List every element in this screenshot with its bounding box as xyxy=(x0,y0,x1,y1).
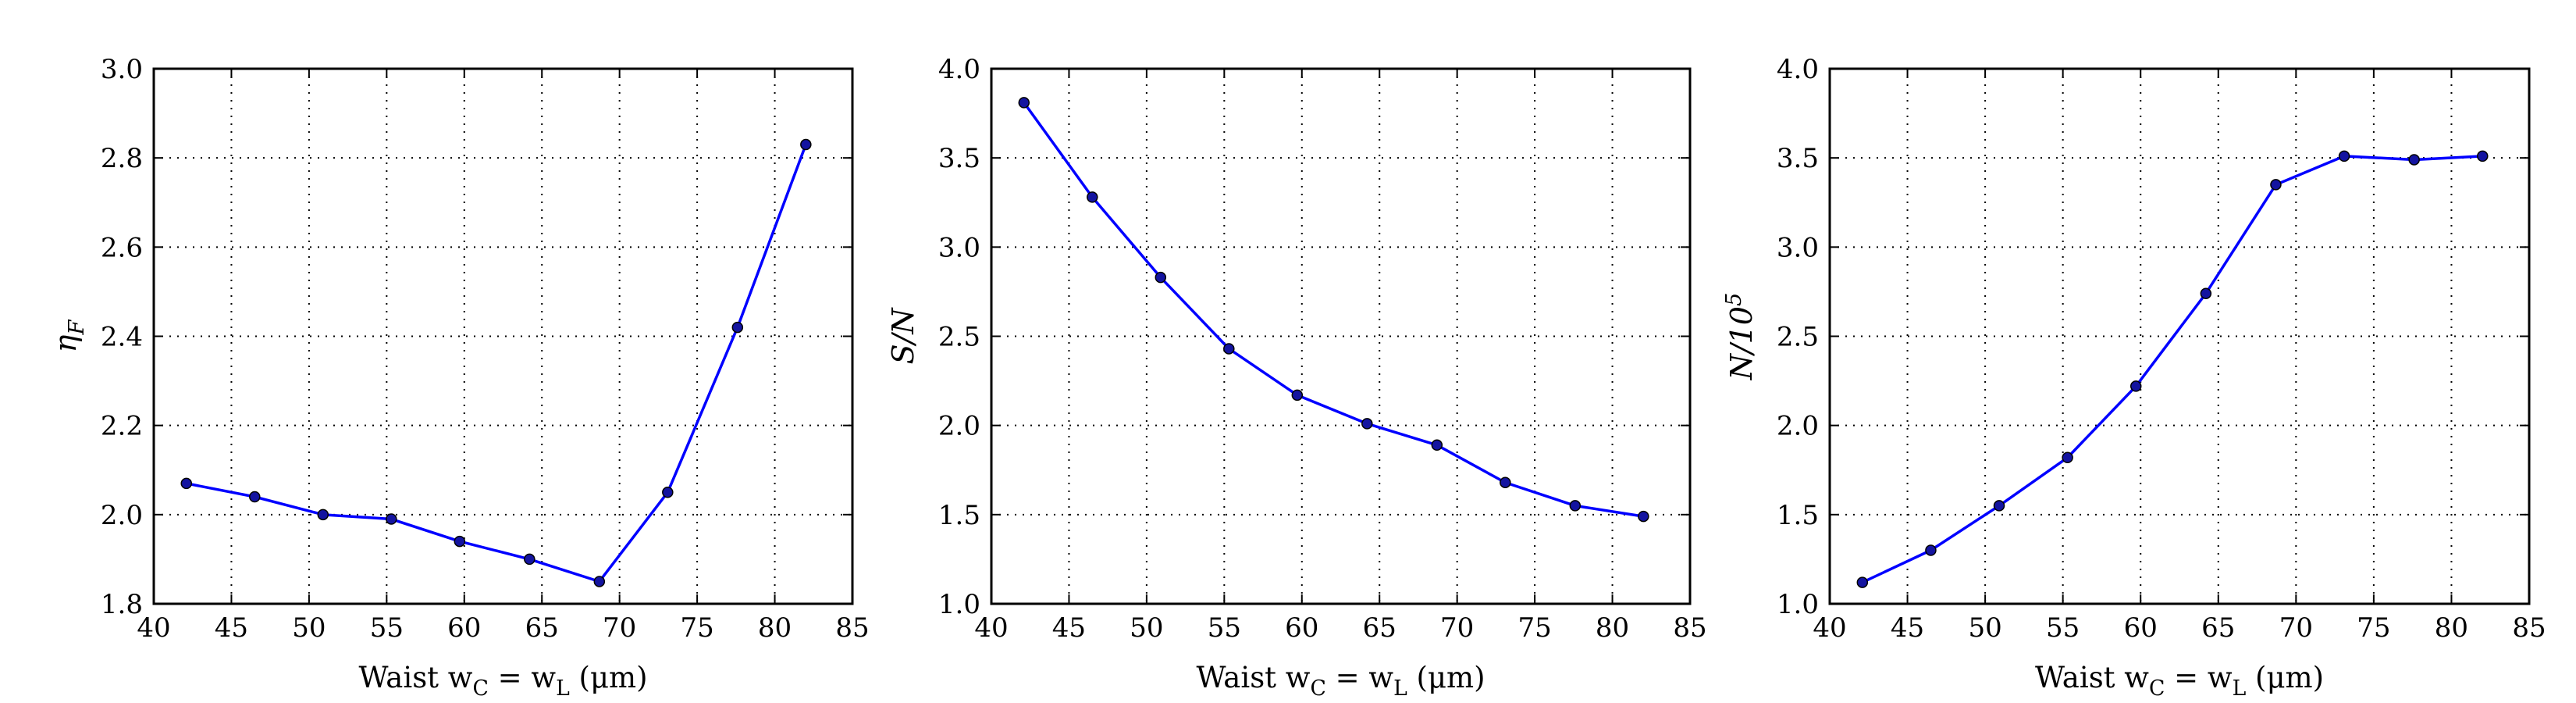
x-tick-label: 60 xyxy=(2124,612,2158,644)
x-tick-label: 40 xyxy=(137,612,170,644)
data-point xyxy=(249,491,261,503)
data-point xyxy=(593,576,606,587)
x-tick-label: 55 xyxy=(370,612,404,644)
data-point xyxy=(2408,154,2420,166)
data-point xyxy=(1638,510,1649,523)
x-tick-label: 85 xyxy=(1673,612,1706,644)
y-tick-label: 4.0 xyxy=(938,54,980,85)
x-tick-label: 75 xyxy=(680,612,713,644)
x-tick-label: 70 xyxy=(603,612,636,644)
y-tick-label: 2.6 xyxy=(101,232,143,263)
y-tick-label: 1.5 xyxy=(938,500,980,531)
data-point xyxy=(1223,343,1235,355)
x-tick-label: 45 xyxy=(1052,612,1086,644)
plot-frame xyxy=(990,67,1692,605)
x-tick-label: 60 xyxy=(1285,612,1318,644)
data-point xyxy=(1155,271,1167,284)
data-point xyxy=(662,487,674,498)
y-tick-label: 3.0 xyxy=(1777,232,1819,263)
x-tick-label: 45 xyxy=(215,612,248,644)
data-point xyxy=(1500,476,1511,488)
data-point xyxy=(1569,500,1582,512)
x-tick-label: 65 xyxy=(1363,612,1397,644)
y-tick-label: 1.5 xyxy=(1777,500,1819,531)
data-point xyxy=(317,509,329,521)
data-point xyxy=(2477,150,2489,162)
x-tick-label: 50 xyxy=(292,612,326,644)
chart-panel-2: 40 45 50 55 60 65 70 75 80 85 1.0 1.5 2.0 2.5 3.0 3.5 4.… xyxy=(886,54,1707,701)
data-point xyxy=(2338,150,2350,162)
chart-panel-3: 40 45 50 55 60 65 70 75 80 85 1.0 1.5 2.0 2.5 3.0 3.5 4.… xyxy=(1722,54,2546,701)
y-tick-label: 2.5 xyxy=(938,322,980,353)
series-line xyxy=(1023,102,1644,518)
data-point xyxy=(1993,500,2005,512)
y-tick-label: 1.0 xyxy=(938,589,980,620)
x-tick-label: 55 xyxy=(1208,612,1241,644)
data-point xyxy=(1087,191,1098,203)
data-point xyxy=(731,321,744,334)
x-tick-label: 75 xyxy=(2357,612,2390,644)
data-point xyxy=(1018,97,1030,109)
x-tick-label: 40 xyxy=(974,612,1008,644)
y-axis-label: ηF xyxy=(48,319,89,353)
x-tick-label: 85 xyxy=(835,612,869,644)
x-tick-label: 50 xyxy=(1968,612,2001,644)
plot-frame xyxy=(1828,67,2531,605)
x-axis-label: Waist wC = wL (μm) xyxy=(1196,661,1485,701)
x-tick-label: 65 xyxy=(2201,612,2235,644)
data-point xyxy=(2200,287,2212,299)
data-point xyxy=(1856,576,1869,588)
x-tick-label: 55 xyxy=(2046,612,2080,644)
series-line xyxy=(186,144,807,583)
y-tick-label: 2.5 xyxy=(1777,322,1819,353)
data-point xyxy=(2270,179,2282,191)
data-point xyxy=(1361,418,1373,430)
data-point xyxy=(524,553,535,566)
y-tick-label: 3.5 xyxy=(938,143,980,174)
data-point xyxy=(1291,389,1304,401)
x-tick-label: 50 xyxy=(1130,612,1163,644)
series-line xyxy=(1862,155,2483,584)
y-tick-label: 4.0 xyxy=(1777,54,1819,85)
plot-frame xyxy=(152,67,854,605)
x-tick-label: 80 xyxy=(758,612,792,644)
y-tick-label: 1.0 xyxy=(1777,589,1819,620)
x-axis-label: Waist wC = wL (μm) xyxy=(358,661,647,701)
y-tick-label: 3.0 xyxy=(938,232,980,263)
data-point xyxy=(1925,544,1937,556)
x-tick-label: 80 xyxy=(2435,612,2468,644)
y-tick-label: 3.0 xyxy=(101,54,143,85)
data-point xyxy=(1431,439,1443,451)
data-point xyxy=(386,513,397,525)
y-axis-label: N/105 xyxy=(1722,293,1759,381)
y-axis-label: S/N xyxy=(886,307,920,365)
y-tick-label: 1.8 xyxy=(101,589,143,620)
x-tick-label: 85 xyxy=(2512,612,2546,644)
y-tick-label: 2.0 xyxy=(938,411,980,442)
x-tick-label: 70 xyxy=(1440,612,1474,644)
y-tick-label: 2.0 xyxy=(1777,411,1819,442)
y-tick-label: 3.5 xyxy=(1777,143,1819,174)
y-tick-label: 2.0 xyxy=(101,500,143,531)
data-point xyxy=(2129,380,2142,392)
x-tick-label: 75 xyxy=(1517,612,1551,644)
data-point xyxy=(2062,451,2073,464)
y-tick-label: 2.2 xyxy=(101,411,143,442)
y-tick-label: 2.4 xyxy=(101,322,143,353)
data-point xyxy=(454,535,466,548)
x-axis-label: Waist wC = wL (μm) xyxy=(2035,661,2324,701)
x-tick-label: 70 xyxy=(2279,612,2313,644)
x-tick-label: 45 xyxy=(1891,612,1924,644)
x-tick-label: 40 xyxy=(1813,612,1846,644)
y-tick-label: 2.8 xyxy=(101,143,143,174)
x-tick-label: 80 xyxy=(1596,612,1629,644)
data-point xyxy=(180,477,193,490)
x-tick-label: 60 xyxy=(447,612,481,644)
x-tick-label: 65 xyxy=(525,612,559,644)
data-point xyxy=(800,138,812,151)
chart-panel-1: 40 45 50 55 60 65 70 75 80 85 1.8 2.0 2.2 2.4 2.6 2.8 3.… xyxy=(48,54,870,701)
